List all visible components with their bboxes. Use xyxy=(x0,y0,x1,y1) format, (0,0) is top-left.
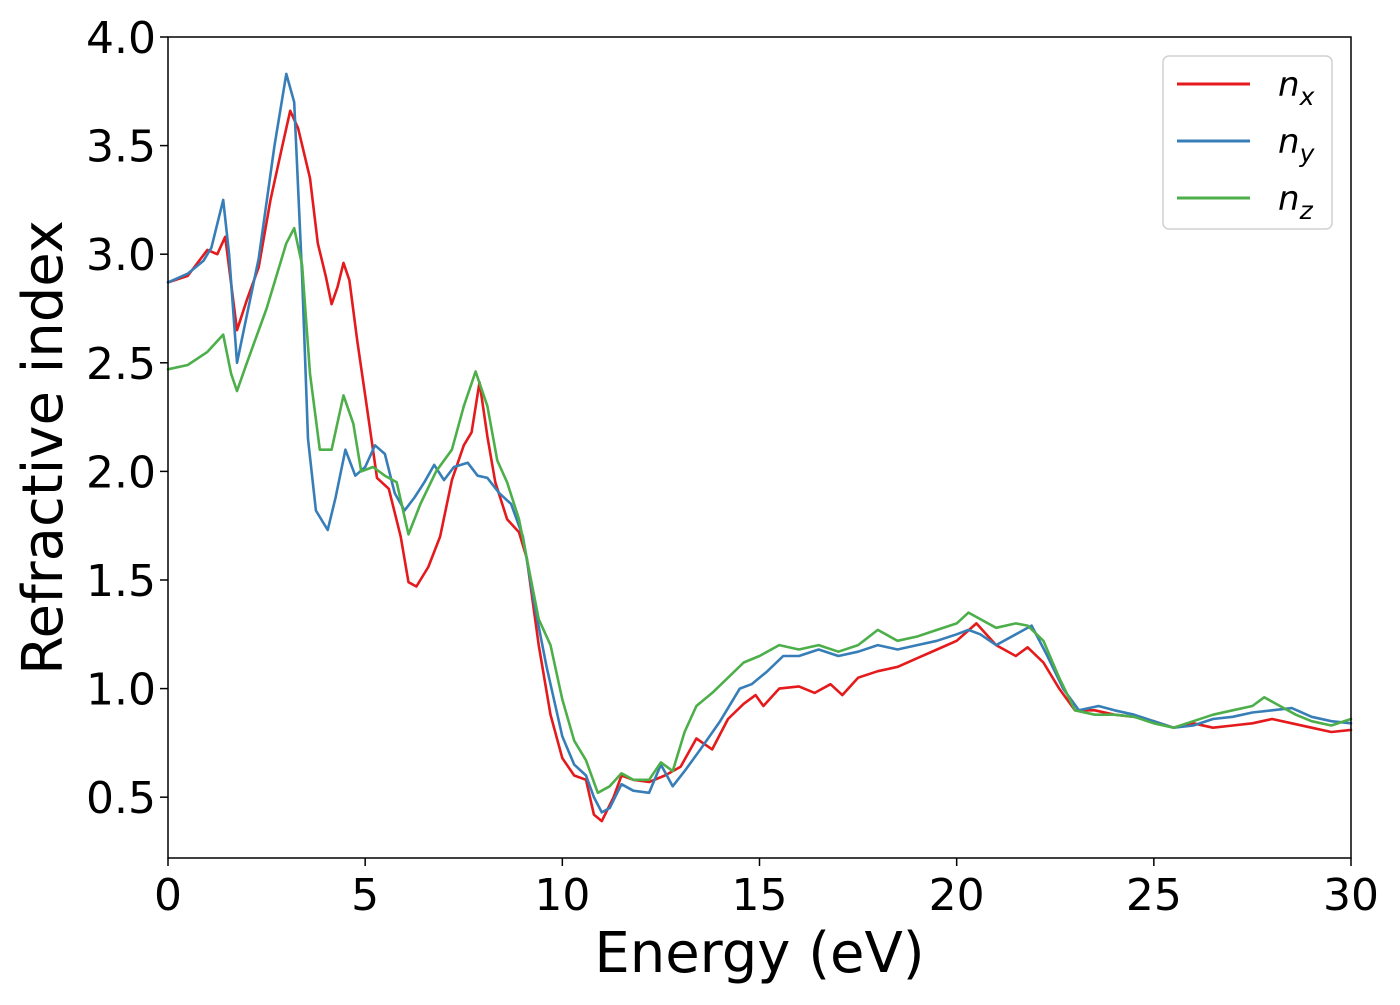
x-tick-label: 20 xyxy=(929,870,985,921)
legend-label-base: n xyxy=(1278,179,1300,219)
x-tick-label: 10 xyxy=(534,870,590,921)
series-layer xyxy=(166,72,1353,823)
y-tick-label: 3.5 xyxy=(86,122,156,173)
y-axis-title: Refractive index xyxy=(11,220,76,675)
x-tick-label: 30 xyxy=(1323,870,1379,921)
legend-label-n_x: nx xyxy=(1278,65,1315,111)
series-line-n_z xyxy=(166,226,1353,795)
x-tick-label: 15 xyxy=(732,870,788,921)
legend-label-base: n xyxy=(1278,65,1300,105)
legend-label-base: n xyxy=(1278,122,1300,162)
y-tick-label: 4.0 xyxy=(86,13,156,64)
y-tick-label: 1.5 xyxy=(86,556,156,607)
y-tick-label: 0.5 xyxy=(86,773,156,824)
legend-label-subscript: z xyxy=(1299,196,1314,225)
tick-layer: 0 5 10 15 20 25 30 0.5 1.0 1.5 2.0 2.5 3.0 3.5 4.0 xyxy=(86,13,1379,921)
y-tick-label: 2.0 xyxy=(86,447,156,498)
series-line-n_y xyxy=(166,72,1353,814)
y-tick-label: 3.0 xyxy=(86,230,156,281)
y-tick-label: 1.0 xyxy=(86,665,156,716)
x-tick-label: 25 xyxy=(1126,870,1182,921)
x-axis-title: Energy (eV) xyxy=(594,921,924,986)
y-tick-label: 2.5 xyxy=(86,339,156,390)
legend-label-n_y: ny xyxy=(1278,122,1316,168)
x-tick-label: 0 xyxy=(154,870,182,921)
legend-label-n_z: nz xyxy=(1278,179,1314,225)
legend-label-subscript: y xyxy=(1299,139,1316,168)
x-tick-label: 5 xyxy=(351,870,379,921)
legend-label-subscript: x xyxy=(1299,82,1315,111)
